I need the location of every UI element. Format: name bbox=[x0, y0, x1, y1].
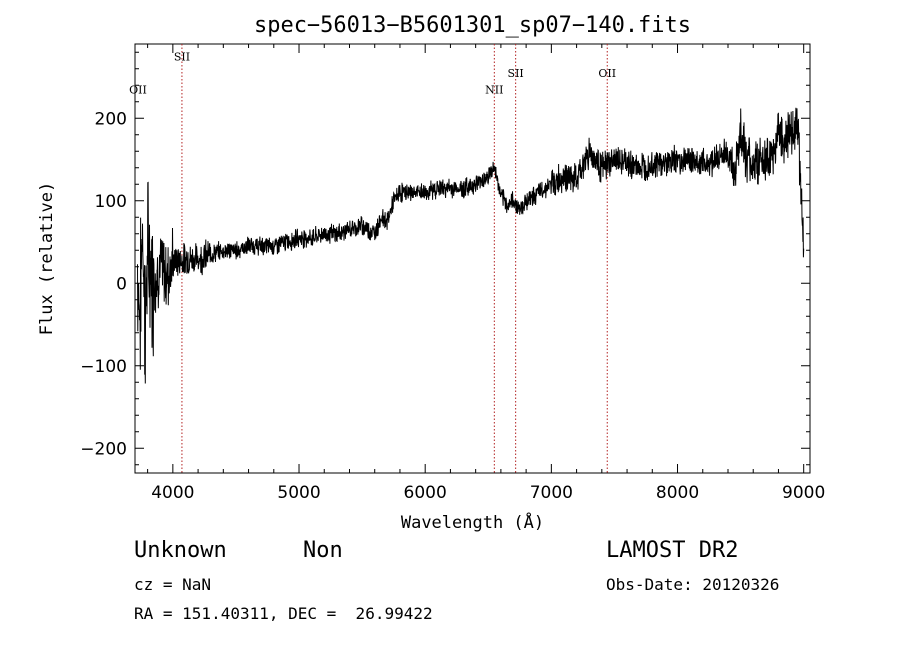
x-tick-label: 4000 bbox=[151, 483, 194, 503]
x-tick-label: 9000 bbox=[782, 483, 825, 503]
x-tick-label: 5000 bbox=[277, 483, 320, 503]
y-tick-label: −200 bbox=[80, 439, 127, 459]
x-tick-label: 7000 bbox=[530, 483, 573, 503]
survey-label: LAMOST DR2 bbox=[606, 538, 739, 563]
subclass-label: Non bbox=[303, 538, 343, 563]
y-axis-title: Flux (relative) bbox=[37, 182, 57, 336]
emission-line-label: OII bbox=[129, 84, 147, 97]
spectrum-line bbox=[137, 107, 805, 384]
x-axis-title: Wavelength (Å) bbox=[401, 511, 544, 533]
y-tick-label: 100 bbox=[95, 192, 127, 212]
chart-title: spec−56013−B5601301_sp07−140.fits bbox=[254, 13, 691, 38]
y-tick-label: −100 bbox=[80, 357, 127, 377]
emission-line-label: SII bbox=[508, 67, 524, 80]
plot-frame bbox=[134, 43, 811, 474]
emission-line-label: OII bbox=[598, 67, 616, 80]
y-tick-label: 200 bbox=[95, 109, 127, 129]
emission-line-label: SII bbox=[174, 51, 190, 64]
coords-label: RA = 151.40311, DEC = 26.99422 bbox=[134, 604, 433, 623]
x-tick-label: 8000 bbox=[656, 483, 699, 503]
x-tick-label: 6000 bbox=[404, 483, 447, 503]
emission-line-label: NII bbox=[485, 84, 503, 97]
y-tick-label: 0 bbox=[116, 274, 127, 294]
cz-label: cz = NaN bbox=[134, 575, 212, 594]
class-label: Unknown bbox=[134, 538, 227, 563]
obs-date-label: Obs-Date: 20120326 bbox=[606, 575, 780, 594]
